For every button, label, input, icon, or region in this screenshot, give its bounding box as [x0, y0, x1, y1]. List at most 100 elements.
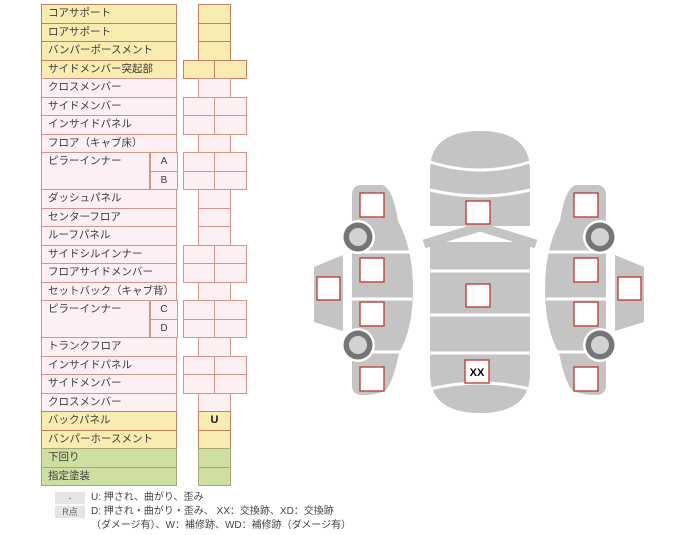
part-label: センターフロア: [41, 207, 177, 227]
damage-cell[interactable]: [198, 337, 231, 357]
car-right-side-view: [545, 185, 644, 395]
part-label: ピラーインナー: [41, 300, 150, 338]
damage-cell[interactable]: [214, 244, 247, 264]
part-label: クロスメンバー: [41, 78, 177, 98]
hood-line: [429, 188, 531, 198]
part-label: フロアサイドメンバー: [41, 263, 177, 283]
right-front-wheel-icon: [583, 220, 617, 254]
legend-text-damage: （ダメージ有）、W：補修跡、WD：補修跡（ダメージ有）: [91, 520, 352, 531]
part-label: インサイドパネル: [41, 115, 177, 135]
damage-marker-box[interactable]: [573, 192, 599, 218]
damage-marker-box[interactable]: [465, 283, 491, 308]
damage-cell[interactable]: [183, 355, 216, 375]
part-label: ダッシュパネル: [41, 189, 177, 209]
damage-cell[interactable]: [214, 170, 247, 190]
damage-cell[interactable]: [214, 96, 247, 116]
part-label: ルーフパネル: [41, 226, 177, 246]
damage-cell[interactable]: [214, 355, 247, 375]
damage-cell[interactable]: [214, 115, 247, 135]
right-rear-wheel-icon: [583, 328, 617, 362]
damage-marker-box[interactable]: [573, 366, 599, 392]
damage-cell[interactable]: [214, 152, 247, 172]
part-label: ロアサポート: [41, 22, 177, 42]
damage-cell[interactable]: [198, 41, 231, 61]
damage-cell[interactable]: [198, 448, 231, 468]
front-bumper-line: [429, 160, 531, 172]
left-front-wheel-icon: [341, 220, 375, 254]
part-label: トランクフロア: [41, 337, 177, 357]
part-label: フロア（キャブ床）: [41, 133, 177, 153]
damage-cell[interactable]: [214, 374, 247, 394]
damage-cell[interactable]: [214, 59, 247, 79]
damage-cell[interactable]: [183, 96, 216, 116]
car-damage-diagram: XX: [314, 131, 644, 413]
damage-marker-box[interactable]: [465, 200, 491, 225]
legend-text-d: D: 押され・曲がり・歪み、 XX：交換跡、XD：交換跡: [91, 506, 334, 517]
car-left-side-view: [314, 185, 413, 395]
part-label: コアサポート: [41, 4, 177, 24]
part-label: バンパーホースメント: [41, 429, 177, 449]
part-label: インサイドパネル: [41, 355, 177, 375]
legend-text-u: U: 押され、曲がり、歪み: [91, 492, 204, 503]
part-label: 指定塗装: [41, 466, 177, 486]
damage-cell[interactable]: [183, 170, 216, 190]
damage-cell[interactable]: [183, 300, 216, 320]
damage-cell[interactable]: [183, 374, 216, 394]
legend-badge-rten: R点: [55, 506, 85, 518]
damage-cell[interactable]: [214, 263, 247, 283]
damage-marker-box[interactable]: [617, 276, 642, 301]
damage-cell[interactable]: [198, 133, 231, 153]
parts-table: コアサポート ロアサポート バンパーポースメント サイドメンバー突起部 クロスメンバーサ…: [41, 4, 251, 486]
part-label: サイドシルインナー: [41, 244, 177, 264]
part-label: バンパーポースメント: [41, 41, 177, 61]
left-rear-wheel-icon: [341, 328, 375, 362]
damage-cell[interactable]: U: [198, 411, 231, 431]
xx-marker-label: XX: [470, 367, 485, 379]
damage-marker-box-xx[interactable]: [464, 359, 490, 384]
part-label: サイドメンバー: [41, 96, 177, 116]
part-label: サイドメンバー突起部: [41, 59, 177, 79]
damage-marker-box[interactable]: [316, 276, 341, 301]
damage-cell[interactable]: [183, 244, 216, 264]
part-label: クロスメンバー: [41, 392, 177, 412]
damage-cell[interactable]: [198, 189, 231, 209]
part-sublabel: C: [150, 300, 178, 320]
damage-cell[interactable]: [198, 466, 231, 486]
damage-cell[interactable]: [198, 429, 231, 449]
damage-marker-box[interactable]: [573, 301, 599, 327]
part-label: セットバック（キャブ背）: [41, 281, 177, 301]
damage-marker-box[interactable]: [573, 257, 599, 283]
damage-cell[interactable]: [183, 152, 216, 172]
part-sublabel: D: [150, 318, 178, 338]
part-sublabel: A: [150, 152, 178, 172]
damage-cell[interactable]: [198, 4, 231, 24]
damage-cell[interactable]: [183, 263, 216, 283]
damage-marker-box[interactable]: [359, 192, 385, 218]
damage-marker-box[interactable]: [359, 301, 385, 327]
part-label: サイドメンバー: [41, 374, 177, 394]
part-label: バックパネル: [41, 411, 177, 431]
damage-marker-box[interactable]: [359, 366, 385, 392]
damage-cell[interactable]: [214, 300, 247, 320]
damage-cell[interactable]: [183, 115, 216, 135]
part-label: 下回り: [41, 448, 177, 468]
part-label: ピラーインナー: [41, 152, 150, 190]
legend-line-3: （ダメージ有）、W：補修跡、WD：補修跡（ダメージ有）: [55, 519, 351, 533]
damage-cell[interactable]: [183, 318, 216, 338]
damage-cell[interactable]: [198, 226, 231, 246]
part-sublabel: B: [150, 170, 178, 190]
damage-cell[interactable]: [198, 207, 231, 227]
legend: - U: 押され、曲がり、歪み R点 D: 押され・曲がり・歪み、 XX：交換跡…: [55, 491, 351, 533]
damage-cell[interactable]: [183, 59, 216, 79]
damage-cell[interactable]: [198, 281, 231, 301]
damage-cell[interactable]: [198, 392, 231, 412]
legend-badge-dash: -: [55, 492, 85, 504]
damage-cell[interactable]: [214, 318, 247, 338]
damage-cell[interactable]: [198, 22, 231, 42]
damage-cell[interactable]: [198, 78, 231, 98]
legend-line-1: - U: 押され、曲がり、歪み: [55, 491, 351, 505]
legend-line-2: R点 D: 押され・曲がり・歪み、 XX：交換跡、XD：交換跡: [55, 505, 351, 519]
damage-marker-box[interactable]: [359, 257, 385, 283]
car-top-view: XX: [422, 131, 538, 413]
